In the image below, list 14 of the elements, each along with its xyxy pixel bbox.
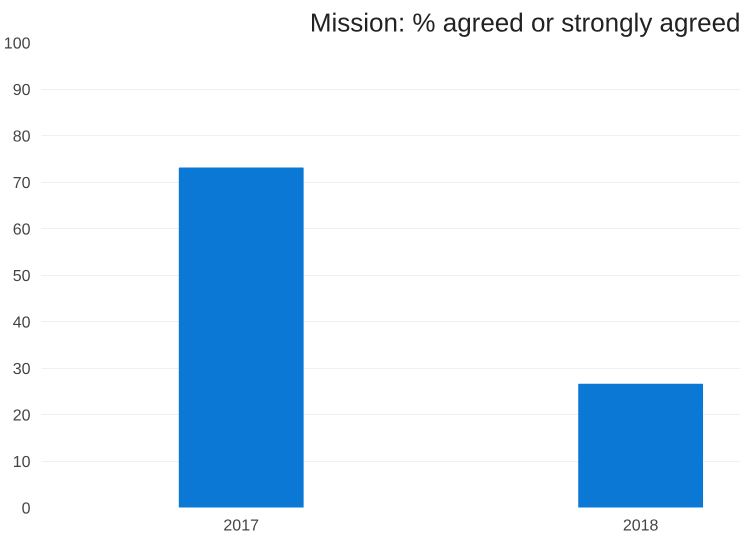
y-tick-label: 90 xyxy=(12,82,31,99)
y-tick-label: 30 xyxy=(12,361,31,378)
y-tick-label: 40 xyxy=(12,314,31,332)
x-tick-label: 2017 xyxy=(223,518,260,533)
y-tick-label: 80 xyxy=(12,128,31,146)
chart-title: Mission: % agreed or strongly agreed xyxy=(310,8,740,38)
y-tick-label: 60 xyxy=(12,222,31,238)
y-tick-label: 50 xyxy=(12,268,31,285)
y-tick-label: 10 xyxy=(12,454,31,471)
y-tick-label: 20 xyxy=(12,408,31,424)
x-tick-label: 2018 xyxy=(622,518,659,533)
y-tick-label: 0 xyxy=(22,500,31,518)
y-tick-label: 100 xyxy=(4,36,31,52)
y-tick-label: 70 xyxy=(12,175,31,192)
